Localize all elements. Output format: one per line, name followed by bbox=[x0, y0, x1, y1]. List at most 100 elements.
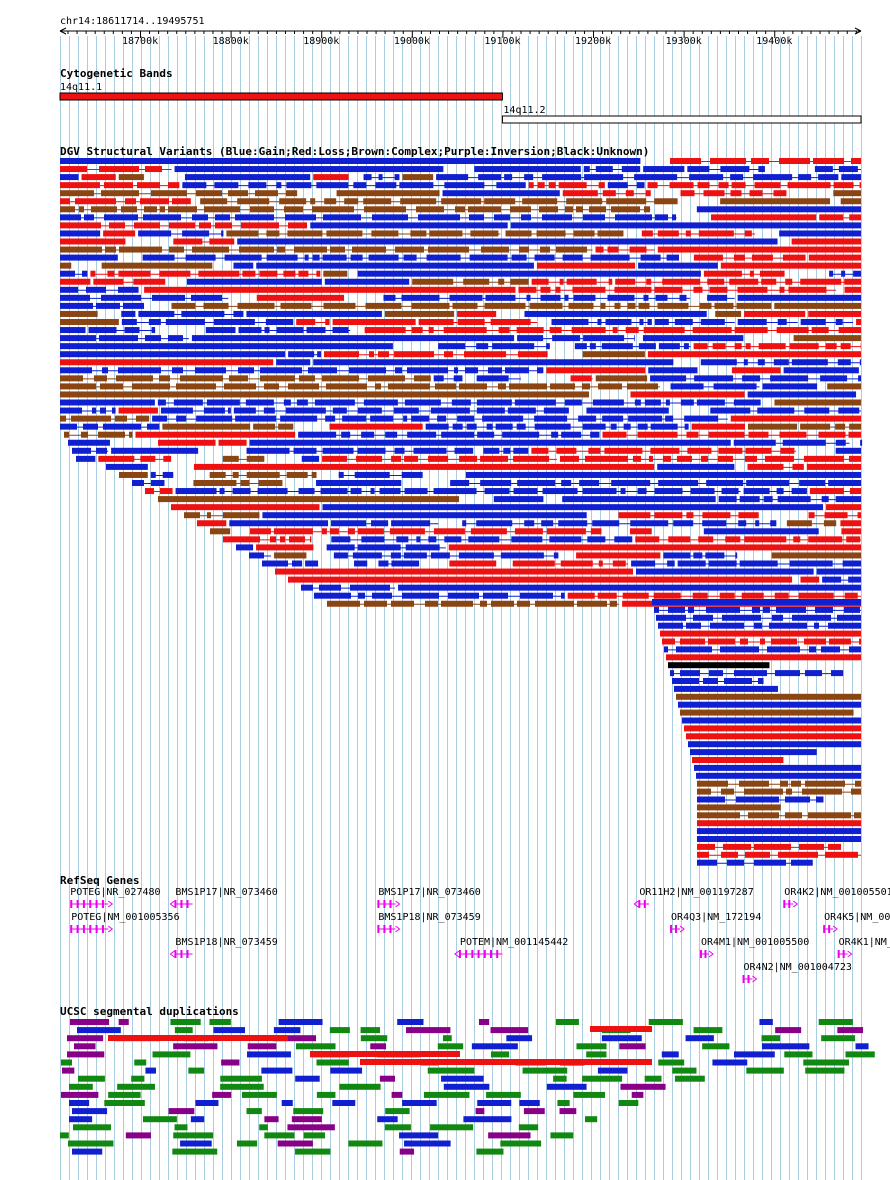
dgv-variant-block bbox=[60, 198, 70, 205]
dgv-variant-block bbox=[507, 407, 536, 414]
gene-label: BMS1P18|NR_073459 bbox=[175, 937, 277, 948]
dgv-variant bbox=[791, 238, 861, 245]
segdup-feature bbox=[648, 1019, 683, 1025]
segdup-feature bbox=[69, 1083, 93, 1090]
dgv-structural-variants-track[interactable]: DGV Structural Variants (Blue:Gain;Red:L… bbox=[60, 145, 863, 866]
ruler-tick-label: 18800k bbox=[213, 36, 249, 47]
dgv-variant-block bbox=[614, 286, 652, 293]
dgv-variant-block bbox=[429, 230, 463, 237]
dgv-variant-block bbox=[115, 415, 127, 422]
dgv-variant-block bbox=[249, 528, 271, 535]
dgv-variant-block bbox=[723, 843, 751, 850]
dgv-variant-block bbox=[560, 560, 593, 567]
dgv-variant bbox=[332, 319, 416, 325]
dgv-variant-block bbox=[540, 286, 551, 293]
dgv-variant-block bbox=[250, 206, 274, 213]
dgv-variant-block bbox=[357, 447, 386, 454]
dgv-variant-block bbox=[394, 351, 435, 358]
dgv-variant-block bbox=[841, 270, 846, 277]
dgv-variant-block bbox=[534, 415, 568, 422]
dgv-variant-block bbox=[840, 343, 851, 350]
gene-exon bbox=[180, 950, 183, 958]
dgv-variant-block bbox=[568, 302, 594, 309]
segmental-duplications-track[interactable]: UCSC segmental duplications bbox=[60, 1005, 875, 1155]
cytogenetic-bands-track[interactable]: Cytogenetic Bands 14q11.1 14q11.2 bbox=[59, 67, 862, 124]
dgv-variant bbox=[60, 158, 641, 164]
dgv-variant-block bbox=[612, 560, 626, 567]
dgv-variant-block bbox=[857, 512, 861, 519]
segdup-features[interactable] bbox=[60, 1019, 875, 1155]
dgv-variant-block bbox=[776, 606, 806, 613]
dgv-variant-block bbox=[457, 415, 475, 422]
dgv-variant-block bbox=[375, 383, 381, 390]
dgv-variant-block bbox=[363, 174, 372, 181]
dgv-variant-block bbox=[394, 447, 405, 454]
dgv-variant bbox=[826, 504, 861, 511]
dgv-variant-block bbox=[770, 375, 809, 382]
dgv-variant bbox=[60, 343, 393, 350]
gene-exon bbox=[101, 925, 104, 933]
cytoband-14q11-2 bbox=[501, 115, 862, 124]
segdup-feature bbox=[557, 1100, 570, 1106]
dgv-variant-block bbox=[821, 646, 840, 653]
dgv-variant-block bbox=[628, 415, 663, 422]
dgv-variant-block bbox=[734, 327, 768, 334]
dgv-variant-block bbox=[537, 367, 544, 374]
dgv-variant-block bbox=[751, 254, 773, 261]
dgv-variant-block bbox=[301, 584, 313, 591]
dgv-variant-block bbox=[425, 423, 449, 430]
dgv-variant bbox=[856, 319, 861, 325]
dgv-variant-features[interactable] bbox=[60, 158, 863, 866]
dgv-variant-block bbox=[292, 560, 303, 567]
segdup-feature bbox=[590, 1026, 652, 1032]
dgv-variant-block bbox=[658, 622, 683, 629]
gene-exon bbox=[389, 925, 392, 933]
dgv-variant-block bbox=[663, 552, 691, 559]
dgv-variant-block bbox=[550, 383, 575, 390]
dgv-variant-block bbox=[372, 592, 392, 599]
dgv-variant-block bbox=[757, 359, 765, 366]
dgv-variant-block bbox=[722, 614, 761, 621]
gene-strand-arrow bbox=[708, 950, 714, 958]
segdup-feature bbox=[247, 1051, 291, 1058]
dgv-variant-block bbox=[173, 399, 203, 406]
dgv-variant bbox=[576, 552, 661, 559]
gene-exon bbox=[383, 925, 386, 933]
dgv-variant-block bbox=[280, 302, 312, 309]
dgv-variant-block bbox=[352, 246, 386, 253]
dgv-variant-block bbox=[316, 182, 349, 189]
dgv-variant-block bbox=[639, 319, 644, 325]
dgv-variant-block bbox=[564, 294, 569, 301]
dgv-variant bbox=[310, 222, 508, 229]
dgv-variant-block bbox=[840, 520, 861, 527]
dgv-variant-block bbox=[859, 638, 861, 645]
dgv-variant-block bbox=[708, 638, 735, 645]
segdup-feature bbox=[173, 1043, 218, 1050]
refseq-genes-track[interactable]: RefSeq Genes POTEG|NR_027480 BMS1P17|NR_0… bbox=[60, 874, 890, 983]
dgv-variant-block bbox=[705, 552, 725, 559]
segdup-feature bbox=[295, 1043, 336, 1050]
dgv-variant-block bbox=[60, 415, 66, 422]
dgv-variant-block bbox=[679, 294, 687, 301]
dgv-variant-block bbox=[672, 678, 699, 684]
dgv-variant-block bbox=[75, 198, 116, 205]
cytoband-glyphs[interactable]: 14q11.1 14q11.2 bbox=[59, 82, 862, 124]
dgv-variant-block bbox=[582, 423, 606, 430]
dgv-variant-block bbox=[453, 375, 463, 382]
dgv-variant-block bbox=[160, 206, 165, 213]
dgv-variant-block bbox=[418, 319, 454, 325]
dgv-variant bbox=[236, 544, 254, 551]
gene-exon bbox=[837, 950, 840, 958]
dgv-variant-block bbox=[677, 560, 706, 567]
refseq-gene-features[interactable]: POTEG|NR_027480 BMS1P17|NR_073460 BMS1P17|… bbox=[70, 887, 890, 983]
dgv-variant-block bbox=[555, 286, 561, 293]
dgv-variant bbox=[642, 335, 744, 342]
dgv-variant-block bbox=[654, 488, 683, 495]
dgv-variant bbox=[806, 463, 861, 470]
dgv-variant bbox=[316, 480, 402, 486]
dgv-variant-block bbox=[184, 512, 200, 519]
dgv-variant-block bbox=[246, 455, 265, 462]
dgv-variant-block bbox=[815, 606, 833, 613]
gene-exon bbox=[389, 900, 392, 908]
dgv-variant-block bbox=[388, 383, 430, 390]
